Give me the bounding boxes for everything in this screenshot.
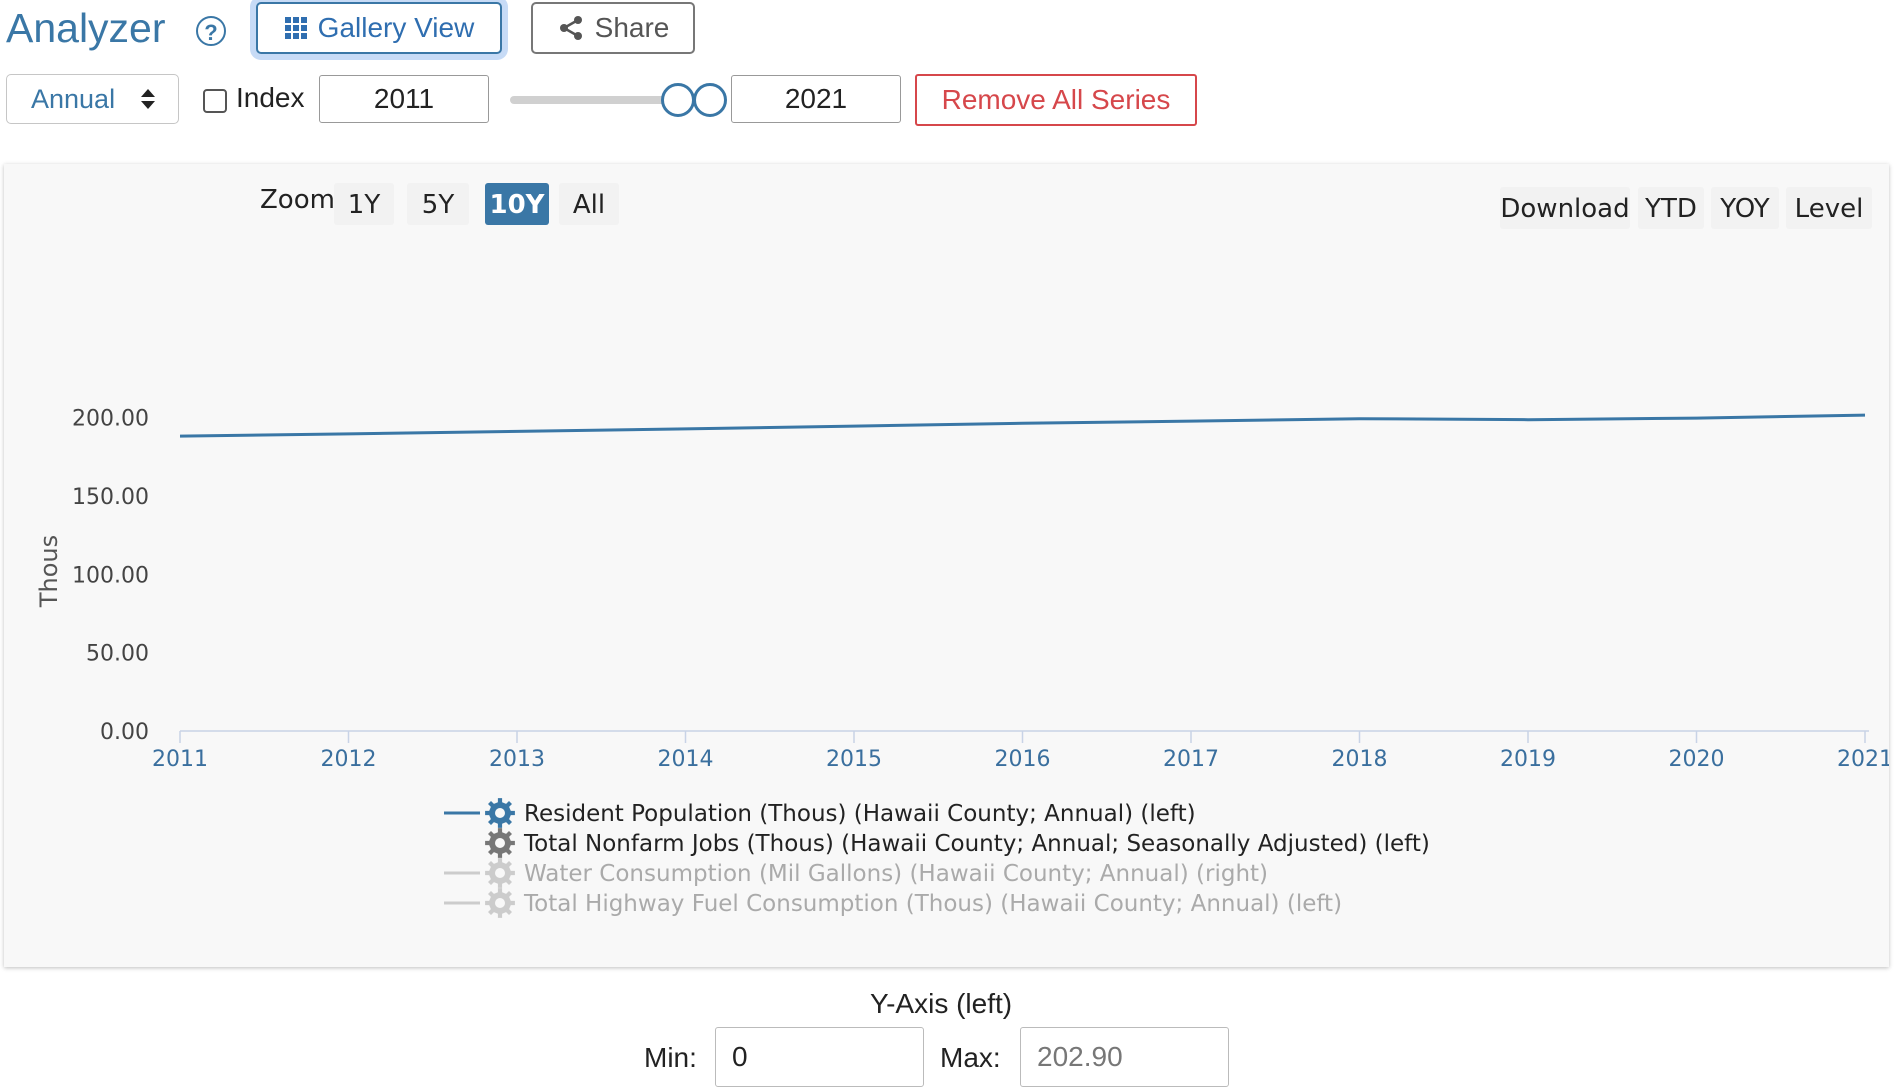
level-button-label[interactable]: Level (1795, 194, 1864, 224)
yaxis-min-label: Min: (644, 1042, 697, 1073)
date-range-slider[interactable] (510, 96, 716, 104)
gear-icon-hole (495, 868, 505, 878)
index-checkbox[interactable] (203, 89, 227, 113)
x-tick-label: 2015 (826, 747, 882, 772)
legend-item[interactable]: Water Consumption (Mil Gallons) (Hawaii … (524, 861, 1268, 887)
zoom-button-label[interactable]: 5Y (422, 190, 455, 220)
share-button[interactable]: Share (531, 2, 695, 54)
x-tick-label: 2017 (1163, 747, 1219, 772)
y-tick-label: 150.00 (72, 485, 149, 510)
page-title: Analyzer (6, 5, 166, 51)
help-icon[interactable]: ? (196, 16, 226, 46)
chart: Zoom 1Y 5Y 10Y All Download YTD YOY Level 0.00 50.… (35, 183, 1889, 918)
remove-all-series-button[interactable]: Remove All Series (915, 74, 1197, 126)
slider-start-handle[interactable] (661, 83, 695, 117)
x-tick-label: 2019 (1500, 747, 1556, 772)
chart-panel: Zoom 1Y 5Y 10Y All Download YTD YOY Level 0.00 50.… (4, 164, 1889, 967)
share-label: Share (594, 12, 670, 43)
yaxis-max-label: Max: (940, 1042, 1001, 1073)
y-axis-label: Thous (35, 535, 63, 608)
share-icon (559, 16, 582, 40)
x-tick-label: 2014 (658, 747, 714, 772)
x-tick-label: 2013 (489, 747, 545, 772)
gear-icon-hole (495, 838, 505, 848)
x-tick-label: 2016 (995, 747, 1051, 772)
yoy-button[interactable] (1711, 187, 1779, 229)
series-line-0 (179, 413, 1866, 438)
slider-end-handle[interactable] (693, 83, 727, 117)
end-year-input[interactable]: 2021 (731, 75, 901, 123)
frequency-value: Annual (31, 83, 116, 114)
index-label: Index (236, 82, 305, 113)
yaxis-max-input[interactable]: 202.90 (1020, 1027, 1229, 1087)
zoom-button-label[interactable]: 10Y (489, 190, 545, 220)
x-tick-label: 2021 (1837, 747, 1889, 772)
gallery-view-button[interactable]: Gallery View (256, 2, 502, 54)
zoom-button-label[interactable]: 1Y (348, 190, 381, 220)
yaxis-title: Y-Axis (left) (870, 988, 1013, 1019)
y-tick-label: 100.00 (72, 563, 149, 588)
sort-arrows-icon (141, 89, 155, 109)
start-year-input[interactable]: 2011 (319, 75, 489, 123)
gear-icon-hole (495, 808, 505, 818)
y-tick-label: 50.00 (86, 642, 149, 667)
zoom-button-1y[interactable] (334, 183, 394, 225)
frequency-select[interactable]: Annual (6, 74, 179, 124)
legend-item[interactable]: Total Highway Fuel Consumption (Thous) (… (523, 891, 1342, 917)
zoom-button-5y[interactable] (407, 183, 469, 225)
zoom-label: Zoom (260, 185, 335, 215)
gallery-view-label: Gallery View (317, 12, 475, 43)
grid-icon (284, 17, 307, 39)
x-tick-label: 2011 (152, 747, 208, 772)
yaxis-min-input[interactable]: 0 (715, 1027, 924, 1087)
ytd-button-label[interactable]: YTD (1644, 194, 1697, 224)
download-button[interactable] (1500, 187, 1630, 229)
level-button[interactable] (1786, 187, 1872, 229)
legend-item[interactable]: Resident Population (Thous) (Hawaii Coun… (524, 801, 1196, 827)
download-button-label[interactable]: Download (1500, 194, 1629, 224)
zoom-button-all[interactable] (559, 183, 619, 225)
y-tick-label: 200.00 (72, 407, 149, 432)
y-tick-label: 0.00 (100, 720, 149, 745)
zoom-button-label[interactable]: All (573, 190, 605, 220)
ytd-button[interactable] (1638, 187, 1704, 229)
x-tick-label: 2012 (321, 747, 377, 772)
zoom-button-10y[interactable] (485, 183, 549, 225)
x-tick-label: 2020 (1669, 747, 1725, 772)
legend-item[interactable]: Total Nonfarm Jobs (Thous) (Hawaii Count… (523, 831, 1430, 857)
yoy-button-label[interactable]: YOY (1719, 194, 1770, 224)
gear-icon-hole (495, 898, 505, 908)
x-tick-label: 2018 (1332, 747, 1388, 772)
